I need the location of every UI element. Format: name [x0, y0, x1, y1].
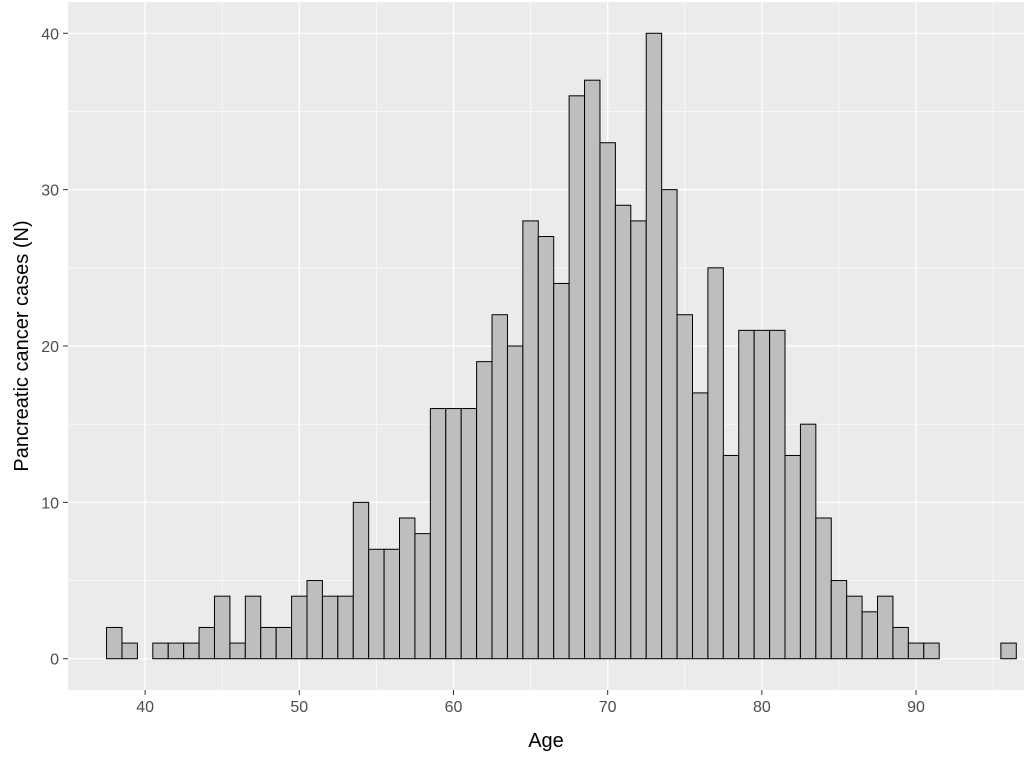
- histogram-bar: [861, 611, 879, 660]
- y-tick-label: 40: [41, 26, 59, 43]
- histogram-bar: [1000, 642, 1017, 660]
- histogram-bar: [429, 408, 447, 660]
- histogram-bar: [522, 220, 539, 660]
- histogram-bar: [676, 314, 693, 660]
- x-axis-ticks: 40 50 60 70 80 90: [136, 690, 925, 716]
- histogram-bar: [630, 220, 647, 660]
- histogram-bar: [383, 548, 401, 660]
- histogram-bar: [152, 642, 169, 660]
- histogram-bar: [753, 329, 771, 660]
- histogram-bar: [568, 95, 586, 660]
- x-tick-label: 50: [290, 699, 308, 716]
- histogram-bars: [106, 32, 1017, 660]
- x-tick-label: 80: [753, 699, 771, 716]
- histogram-bar: [584, 79, 601, 660]
- histogram-bar: [923, 642, 940, 660]
- histogram-bar: [352, 501, 370, 660]
- histogram-bar: [815, 517, 832, 660]
- histogram-bar: [414, 533, 431, 660]
- histogram-bar: [907, 642, 925, 660]
- histogram-bar: [722, 454, 740, 660]
- y-tick-label: 0: [50, 652, 59, 669]
- histogram-bar: [553, 282, 570, 660]
- histogram-bar: [183, 642, 200, 660]
- histogram-bar: [445, 408, 462, 660]
- histogram-bar: [661, 189, 678, 660]
- y-tick-label: 20: [41, 339, 59, 356]
- histogram-bar: [244, 595, 262, 660]
- histogram-bar: [460, 408, 478, 660]
- histogram-bar: [198, 626, 215, 660]
- histogram-bar: [846, 595, 863, 660]
- x-tick-label: 70: [599, 699, 617, 716]
- histogram-bar: [476, 361, 493, 660]
- histogram-bar: [506, 345, 524, 660]
- histogram-bar: [306, 580, 323, 660]
- histogram-bar: [106, 626, 123, 660]
- histogram-bar: [291, 595, 308, 660]
- histogram-bar: [321, 595, 339, 660]
- histogram-bar: [614, 204, 632, 660]
- histogram-bar: [368, 548, 385, 660]
- histogram-bar: [337, 595, 354, 660]
- histogram-bar: [399, 517, 416, 660]
- histogram-bar: [121, 642, 138, 660]
- histogram-bar: [599, 142, 616, 660]
- histogram-bar: [769, 329, 786, 660]
- histogram-bar: [491, 314, 508, 660]
- histogram-bar: [892, 626, 909, 660]
- x-tick-label: 90: [907, 699, 925, 716]
- y-tick-label: 30: [41, 183, 59, 200]
- y-axis-ticks: 0 10 20 30 40: [41, 26, 68, 669]
- histogram-bar: [213, 595, 231, 660]
- histogram-bar: [167, 642, 185, 660]
- histogram-bar: [229, 642, 246, 660]
- x-tick-label: 60: [445, 699, 463, 716]
- histogram-bar: [707, 267, 724, 660]
- y-tick-label: 10: [41, 495, 59, 512]
- histogram-bar: [738, 329, 755, 660]
- y-axis-title: Pancreatic cancer cases (N): [11, 220, 33, 471]
- histogram-bar: [537, 236, 555, 660]
- histogram-bar: [275, 626, 293, 660]
- x-tick-label: 40: [136, 699, 154, 716]
- histogram-bar: [645, 32, 663, 660]
- histogram-bar: [691, 392, 709, 660]
- histogram-bar: [830, 580, 848, 660]
- histogram-bar: [877, 595, 894, 660]
- x-axis-title: Age: [528, 730, 564, 752]
- histogram-bar: [799, 423, 817, 660]
- histogram-bar: [784, 454, 801, 660]
- histogram-bar: [260, 626, 277, 660]
